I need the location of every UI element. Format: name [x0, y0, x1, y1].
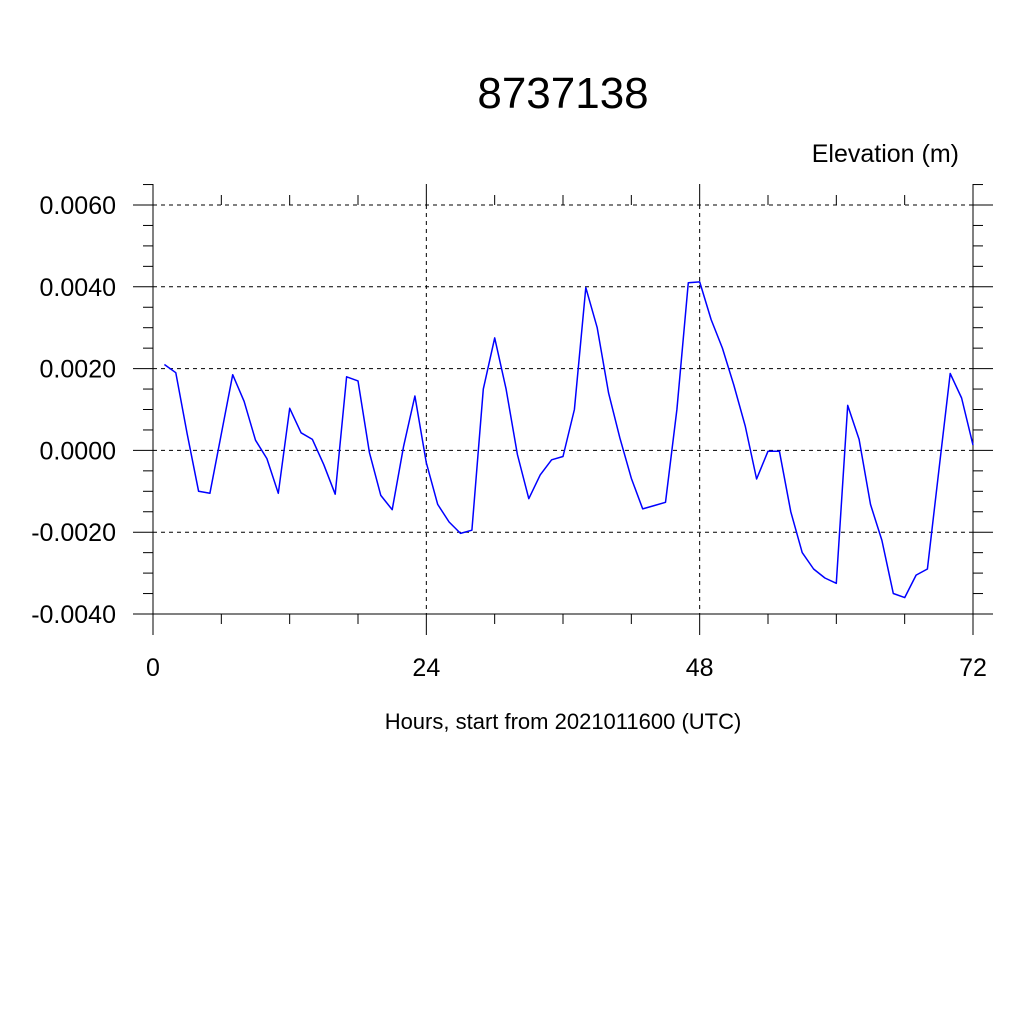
series-line: [163, 281, 974, 599]
x-tick-labels: 0 24 48 72: [146, 654, 987, 682]
y-tick-labels: -0.0040 -0.0020 0.0000 0.0020 0.0040 0.0060: [31, 192, 116, 629]
x-axis-label: Hours, start from 2021011600 (UTC): [385, 709, 742, 734]
x-tick-label: 0: [146, 654, 160, 682]
chart-title: 8737138: [477, 69, 648, 118]
minor-ticks: [143, 184, 983, 624]
y-tick-label: 0.0040: [40, 274, 116, 302]
x-tick-label: 48: [686, 654, 714, 682]
y-axis-unit-label: Elevation (m): [812, 140, 959, 168]
plot-frame: [152, 184, 974, 635]
series-group: [163, 281, 974, 599]
major-ticks: [133, 184, 993, 635]
y-tick-label: 0.0000: [40, 437, 116, 465]
y-tick-label: 0.0060: [40, 192, 116, 220]
x-tick-label: 24: [412, 654, 440, 682]
y-tick-label: -0.0020: [31, 519, 116, 547]
y-tick-label: 0.0020: [40, 356, 116, 384]
grid-lines: [153, 204, 973, 614]
x-tick-label: 72: [959, 654, 987, 682]
y-tick-label: -0.0040: [31, 601, 116, 629]
